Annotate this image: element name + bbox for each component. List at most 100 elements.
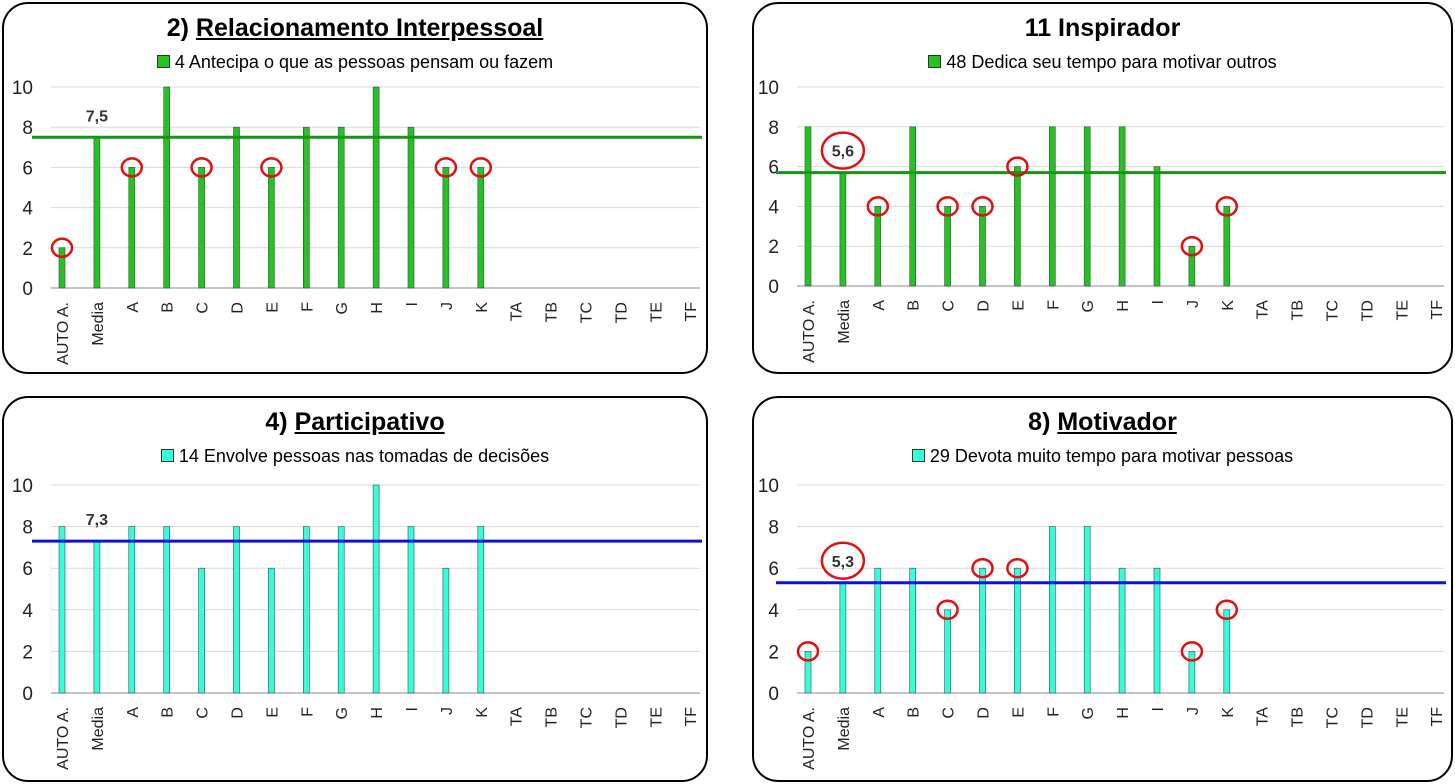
bar [874, 567, 882, 694]
chart-title-number: 2) [166, 14, 189, 42]
y-tick-label: 6 [22, 158, 33, 179]
chart-panel-relacionamento: 2) Relacionamento Interpessoal 4 Antecip… [2, 2, 708, 374]
average-highlight-circle [820, 131, 866, 170]
chart-legend: 48 Dedica seu tempo para motivar outros [754, 52, 1451, 73]
x-tick-label: A [871, 707, 888, 718]
x-tick-label: TC [1325, 707, 1342, 728]
highlight-circle [1180, 235, 1204, 257]
x-tick-label: TB [1290, 707, 1307, 727]
bar [979, 206, 986, 287]
bar [163, 526, 170, 694]
x-tick-label: D [230, 302, 247, 314]
x-tick-label: TA [1255, 707, 1272, 727]
x-tick-label: TF [1429, 300, 1446, 320]
highlight-circle [1006, 156, 1029, 177]
x-tick-label: H [1115, 300, 1132, 312]
x-tick-label: I [1150, 300, 1167, 304]
average-highlight-circle [820, 541, 866, 581]
chart-title-number: 4) [265, 408, 288, 436]
chart-title: 8) Motivador [754, 408, 1451, 437]
x-tick-label: D [230, 707, 247, 719]
bar [198, 167, 205, 289]
bar [442, 167, 450, 289]
highlight-circle [434, 157, 458, 178]
x-tick-label: TE [1394, 707, 1411, 727]
highlight-circle [1215, 196, 1239, 217]
bar [1083, 526, 1091, 694]
x-tick-label: C [941, 707, 958, 719]
y-tick-label: 10 [12, 476, 33, 497]
bar [477, 526, 485, 694]
y-tick-label: 6 [22, 559, 33, 580]
bar [909, 567, 916, 694]
x-tick-label: B [160, 302, 177, 313]
highlight-circle [971, 196, 994, 217]
bar [233, 526, 240, 694]
x-tick-label: TD [1359, 707, 1376, 728]
y-tick-label: 4 [22, 199, 33, 220]
x-tick-label: F [1045, 707, 1062, 717]
highlight-circle [260, 157, 283, 178]
bar [93, 540, 101, 694]
y-tick-label: 6 [768, 559, 779, 580]
x-tick-label: H [369, 707, 386, 719]
chart-plot: 0 2 4 6 8 10 AUTO A. Media A B C D E F G H I J K TA TB TC TD TE… [758, 78, 1446, 363]
highlight-circle [866, 196, 890, 217]
x-tick-label: TC [579, 707, 596, 728]
x-tick-label: K [474, 707, 491, 718]
average-label: 7,5 [86, 108, 108, 125]
average-label: 7,3 [86, 512, 108, 529]
bar [1153, 567, 1161, 694]
y-tick-label: 8 [768, 518, 779, 539]
y-tick-label: 6 [768, 158, 779, 179]
bar [1188, 245, 1196, 287]
x-tick-label: I [404, 707, 421, 711]
y-tick-label: 4 [768, 601, 779, 622]
highlight-circle [796, 641, 820, 662]
chart-panel-inspirador: 11 Inspirador 48 Dedica seu tempo para m… [752, 2, 1453, 374]
bar [839, 582, 847, 694]
bar [128, 526, 136, 694]
x-tick-label: G [1080, 300, 1097, 312]
x-tick-label: TF [683, 707, 700, 727]
chart-panel-participativo: 4) Participativo 14 Envolve pessoas nas … [2, 396, 708, 782]
x-tick-label: AUTO A. [801, 707, 818, 770]
x-tick-label: Media [836, 300, 853, 344]
y-tick-label: 8 [768, 118, 779, 139]
chart-title: 4) Participativo [4, 408, 706, 437]
bar [1048, 526, 1056, 694]
bar [372, 484, 380, 694]
highlight-circle [469, 157, 493, 178]
bar [804, 126, 812, 287]
x-tick-label: TA [509, 707, 526, 727]
bar [198, 567, 205, 694]
x-tick-label: C [195, 302, 212, 314]
x-tick-label: H [369, 302, 386, 314]
x-tick-label: TA [1255, 300, 1272, 320]
y-tick-label: 8 [22, 518, 33, 539]
x-tick-label: G [334, 302, 351, 314]
bar [944, 206, 951, 287]
bar [58, 247, 66, 289]
x-tick-label: C [941, 300, 958, 312]
bar [1048, 126, 1056, 287]
bar [337, 126, 345, 289]
legend-swatch [156, 55, 170, 68]
x-tick-label: J [1185, 300, 1202, 308]
highlight-circle [1006, 557, 1029, 579]
x-tick-label: B [160, 707, 177, 718]
highlight-circle [1215, 599, 1239, 621]
chart-title: 2) Relacionamento Interpessoal [4, 14, 706, 43]
x-tick-label: TD [1359, 300, 1376, 321]
x-tick-label: A [871, 300, 888, 311]
bar [407, 126, 415, 289]
highlight-circle [190, 157, 213, 178]
bar [407, 526, 415, 694]
chart-panel-motivador: 8) Motivador 29 Devota muito tempo para … [752, 396, 1453, 782]
legend-swatch [928, 55, 942, 68]
x-tick-label: F [299, 707, 316, 717]
highlight-circle [936, 599, 959, 621]
y-tick-label: 0 [768, 684, 779, 705]
legend-label: 29 Devota muito tempo para motivar pesso… [929, 446, 1294, 466]
x-tick-label: F [1045, 300, 1062, 310]
